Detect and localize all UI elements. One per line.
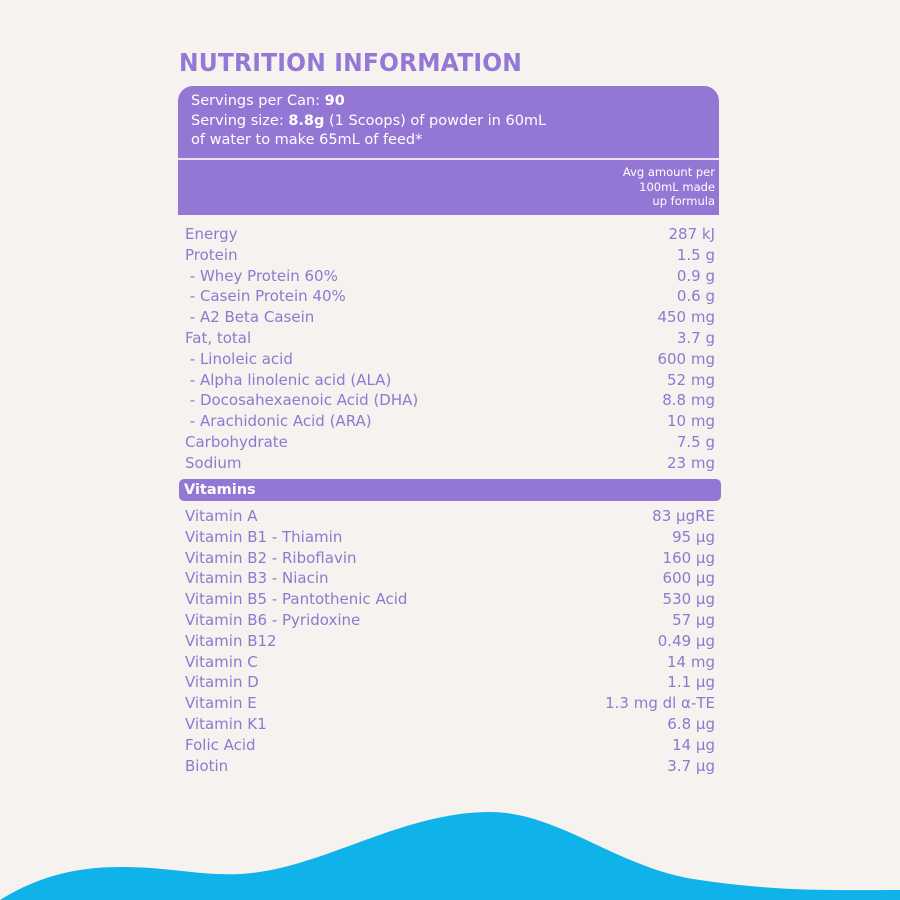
vitamin-value: 0.49 µg xyxy=(657,631,715,650)
table-row: - A2 Beta Casein 450 mg xyxy=(185,307,715,328)
table-row: Vitamin B5 - Pantothenic Acid 530 µg xyxy=(185,589,715,610)
table-row: Vitamin D 1.1 µg xyxy=(185,672,715,693)
table-row: Sodium 23 mg xyxy=(185,453,715,474)
vitamin-value: 600 µg xyxy=(662,569,715,588)
table-row: - Alpha linolenic acid (ALA) 52 mg xyxy=(185,370,715,391)
table-row: Biotin 3.7 µg xyxy=(185,756,715,777)
nutrient-label: - Whey Protein 60% xyxy=(185,266,338,285)
vitamin-value: 95 µg xyxy=(672,527,715,546)
vitamin-value: 57 µg xyxy=(672,610,715,629)
nutrient-label: - Linoleic acid xyxy=(185,349,293,368)
vitamin-value: 1.1 µg xyxy=(667,673,715,692)
vitamin-label: Vitamin E xyxy=(185,694,257,713)
table-row: Folic Acid 14 µg xyxy=(185,735,715,756)
table-row: Energy 287 kJ xyxy=(185,224,715,245)
table-row: - Arachidonic Acid (ARA) 10 mg xyxy=(185,411,715,432)
servings-label: Servings per Can: xyxy=(191,93,325,109)
table-row: Protein 1.5 g xyxy=(185,245,715,266)
nutrient-value: 23 mg xyxy=(667,453,715,472)
table-row: - Whey Protein 60% 0.9 g xyxy=(185,266,715,287)
header-divider xyxy=(178,158,719,160)
vitamin-label: Vitamin B12 xyxy=(185,631,277,650)
serving-size-line2: of water to make 65mL of feed* xyxy=(191,132,423,148)
nutrient-value: 1.5 g xyxy=(676,245,715,264)
table-row: Vitamin C 14 mg xyxy=(185,652,715,673)
nutrients-table: Energy 287 kJ Protein 1.5 g - Whey Protein… xyxy=(185,224,715,474)
table-row: Vitamin B6 - Pyridoxine 57 µg xyxy=(185,610,715,631)
vitamin-label: Vitamin C xyxy=(185,652,258,671)
servings-per-can: Servings per Can: 90 xyxy=(191,92,546,112)
table-row: Vitamin E 1.3 mg dl α-TE xyxy=(185,693,715,714)
vitamin-value: 14 mg xyxy=(667,652,715,671)
vitamin-label: Vitamin K1 xyxy=(185,714,267,733)
vitamin-label: Vitamin B3 - Niacin xyxy=(185,569,329,588)
serving-size: Serving size: 8.8g (1 Scoops) of powder … xyxy=(191,112,546,132)
vitamin-value: 6.8 µg xyxy=(667,714,715,733)
avg-amount-line1: Avg amount per xyxy=(622,165,715,179)
nutrient-value: 450 mg xyxy=(657,308,715,327)
vitamin-value: 14 µg xyxy=(672,735,715,754)
nutrient-value: 10 mg xyxy=(667,412,715,431)
table-row: - Docosahexaenoic Acid (DHA) 8.8 mg xyxy=(185,390,715,411)
vitamin-value: 530 µg xyxy=(662,590,715,609)
vitamins-section-title: Vitamins xyxy=(184,482,256,498)
vitamin-value: 3.7 µg xyxy=(667,756,715,775)
nutrient-label: Energy xyxy=(185,225,238,243)
nutrient-label: Carbohydrate xyxy=(185,432,288,451)
nutrient-value: 8.8 mg xyxy=(662,391,715,410)
nutrient-value: 52 mg xyxy=(667,370,715,389)
vitamin-label: Vitamin B2 - Riboflavin xyxy=(185,548,357,567)
vitamins-section-header: Vitamins xyxy=(179,479,721,501)
nutrient-label: - Casein Protein 40% xyxy=(185,287,346,306)
avg-amount-line3: up formula xyxy=(652,194,715,208)
table-row: Vitamin B2 - Riboflavin 160 µg xyxy=(185,548,715,569)
nutrient-value: 600 mg xyxy=(657,349,715,368)
vitamin-label: Vitamin A xyxy=(185,507,258,525)
nutrient-label: Protein xyxy=(185,245,238,264)
nutrient-value: 287 kJ xyxy=(668,225,715,243)
table-row: Fat, total 3.7 g xyxy=(185,328,715,349)
nutrient-value: 0.6 g xyxy=(676,287,715,306)
avg-amount-line2: 100mL made xyxy=(639,179,715,194)
nutrient-label: - Alpha linolenic acid (ALA) xyxy=(185,370,392,389)
serving-size-label: Serving size: xyxy=(191,112,289,129)
table-row: Vitamin K1 6.8 µg xyxy=(185,714,715,735)
page-title: NUTRITION INFORMATION xyxy=(179,48,523,77)
vitamin-value: 160 µg xyxy=(662,548,715,567)
vitamin-value: 1.3 mg dl α-TE xyxy=(605,694,715,713)
serving-info: Servings per Can: 90 Serving size: 8.8g … xyxy=(191,92,546,151)
vitamin-label: Vitamin B6 - Pyridoxine xyxy=(185,610,361,629)
avg-amount-column-header: Avg amount per 100mL made up formula xyxy=(595,165,715,209)
nutrient-value: 3.7 g xyxy=(676,328,715,347)
nutrient-value: 7.5 g xyxy=(676,432,715,451)
serving-size-rest: (1 Scoops) of powder in 60mL xyxy=(324,112,547,129)
table-row: - Casein Protein 40% 0.6 g xyxy=(185,286,715,307)
nutrient-label: Fat, total xyxy=(185,328,252,347)
table-row: Vitamin B1 - Thiamin 95 µg xyxy=(185,527,715,548)
vitamin-label: Folic Acid xyxy=(185,735,256,754)
table-row: - Linoleic acid 600 mg xyxy=(185,349,715,370)
vitamin-value: 83 µgRE xyxy=(652,507,715,525)
table-row: Carbohydrate 7.5 g xyxy=(185,432,715,453)
vitamins-table: Vitamin A 83 µgRE Vitamin B1 - Thiamin 95 … xyxy=(185,506,715,776)
decorative-wave xyxy=(0,812,900,900)
nutrient-label: - Arachidonic Acid (ARA) xyxy=(185,412,372,431)
nutrient-value: 0.9 g xyxy=(676,266,715,285)
vitamin-label: Biotin xyxy=(185,756,229,775)
table-row: Vitamin B3 - Niacin 600 µg xyxy=(185,568,715,589)
vitamin-label: Vitamin B5 - Pantothenic Acid xyxy=(185,590,408,609)
servings-value: 90 xyxy=(324,93,345,109)
serving-size-value: 8.8g xyxy=(288,112,325,129)
vitamin-label: Vitamin D xyxy=(185,673,259,692)
nutrient-label: - A2 Beta Casein xyxy=(185,308,315,327)
vitamin-label: Vitamin B1 - Thiamin xyxy=(185,527,343,546)
nutrient-label: - Docosahexaenoic Acid (DHA) xyxy=(185,391,419,410)
serving-info-header: Servings per Can: 90 Serving size: 8.8g … xyxy=(178,86,719,215)
table-row: Vitamin B12 0.49 µg xyxy=(185,631,715,652)
table-row: Vitamin A 83 µgRE xyxy=(185,506,715,527)
nutrient-label: Sodium xyxy=(185,453,242,472)
